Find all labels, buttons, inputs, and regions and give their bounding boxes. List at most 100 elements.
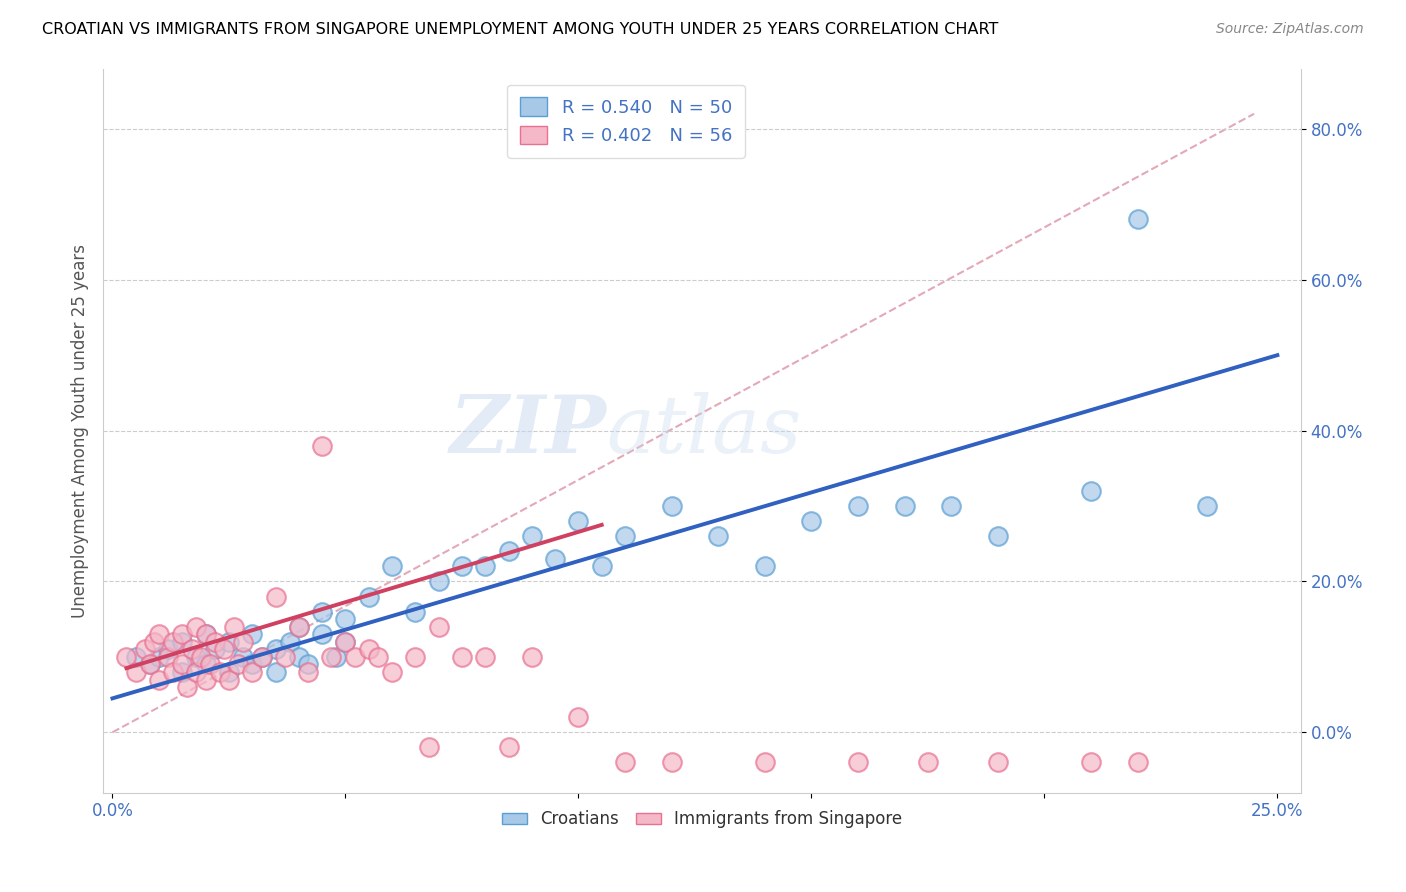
Point [754,756,776,770]
Point [162,634,184,648]
Point [987,756,1010,770]
Point [172,627,194,641]
Point [357,642,380,657]
Point [240,627,263,641]
Point [264,590,287,604]
Point [498,740,520,755]
Point [427,574,450,589]
Point [125,665,148,679]
Point [240,665,263,679]
Point [194,673,217,687]
Point [311,627,333,641]
Point [218,634,240,648]
Point [381,665,404,679]
Point [1080,483,1102,498]
Point [264,665,287,679]
Point [218,673,240,687]
Point [250,649,273,664]
Point [591,559,613,574]
Point [194,657,217,672]
Point [987,529,1010,543]
Point [367,649,389,664]
Point [148,627,170,641]
Point [520,649,543,664]
Point [544,551,567,566]
Point [404,605,426,619]
Y-axis label: Unemployment Among Youth under 25 years: Unemployment Among Youth under 25 years [72,244,89,617]
Point [1197,499,1219,513]
Point [357,590,380,604]
Point [311,605,333,619]
Point [157,642,180,657]
Point [1126,756,1149,770]
Point [754,559,776,574]
Point [917,756,939,770]
Text: Source: ZipAtlas.com: Source: ZipAtlas.com [1216,22,1364,37]
Point [661,499,683,513]
Point [180,642,202,657]
Point [567,710,589,724]
Point [567,514,589,528]
Text: CROATIAN VS IMMIGRANTS FROM SINGAPORE UNEMPLOYMENT AMONG YOUTH UNDER 25 YEARS CO: CROATIAN VS IMMIGRANTS FROM SINGAPORE UN… [42,22,998,37]
Point [1080,756,1102,770]
Point [893,499,915,513]
Point [800,514,823,528]
Point [311,439,333,453]
Point [846,499,869,513]
Text: atlas: atlas [606,392,801,469]
Point [148,673,170,687]
Point [451,559,474,574]
Point [614,529,637,543]
Point [204,634,226,648]
Point [190,649,212,664]
Point [226,657,249,672]
Point [172,665,194,679]
Point [240,657,263,672]
Point [200,657,222,672]
Point [143,634,166,648]
Point [474,649,496,664]
Point [404,649,426,664]
Point [288,620,311,634]
Point [264,642,287,657]
Point [297,657,319,672]
Point [176,680,198,694]
Point [172,657,194,672]
Point [204,642,226,657]
Point [232,634,254,648]
Point [498,544,520,558]
Point [288,620,311,634]
Point [138,657,160,672]
Point [186,620,208,634]
Point [274,649,297,664]
Point [325,649,347,664]
Point [474,559,496,574]
Point [148,649,170,664]
Point [418,740,440,755]
Point [520,529,543,543]
Point [297,665,319,679]
Point [194,627,217,641]
Point [427,620,450,634]
Point [162,665,184,679]
Point [846,756,869,770]
Point [218,665,240,679]
Point [661,756,683,770]
Point [134,642,156,657]
Point [321,649,343,664]
Point [194,627,217,641]
Point [214,642,236,657]
Point [222,620,245,634]
Point [335,634,357,648]
Point [707,529,730,543]
Legend: Croatians, Immigrants from Singapore: Croatians, Immigrants from Singapore [495,804,908,835]
Point [208,665,231,679]
Point [288,649,311,664]
Point [335,634,357,648]
Text: ZIP: ZIP [449,392,606,469]
Point [232,649,254,664]
Point [941,499,963,513]
Point [172,634,194,648]
Point [343,649,366,664]
Point [614,756,637,770]
